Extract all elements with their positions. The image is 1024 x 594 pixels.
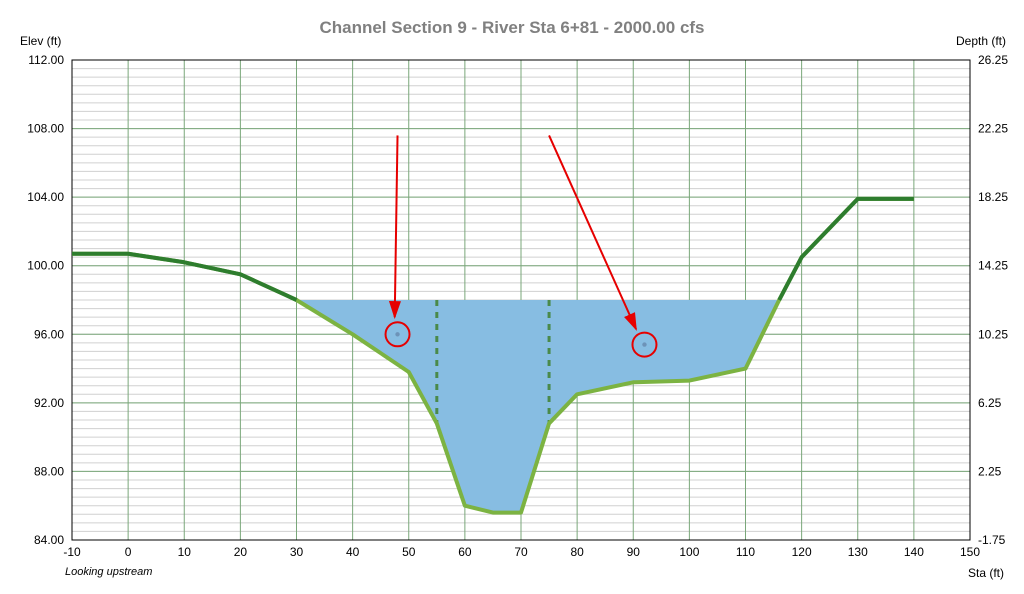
svg-text:18.25: 18.25 xyxy=(978,190,1008,204)
svg-text:26.25: 26.25 xyxy=(978,53,1008,67)
svg-text:20: 20 xyxy=(234,545,248,559)
svg-text:90: 90 xyxy=(627,545,641,559)
svg-text:50: 50 xyxy=(402,545,416,559)
svg-text:22.25: 22.25 xyxy=(978,122,1008,136)
svg-text:70: 70 xyxy=(514,545,528,559)
svg-text:100: 100 xyxy=(679,545,699,559)
svg-text:80: 80 xyxy=(570,545,584,559)
svg-text:104.00: 104.00 xyxy=(27,190,64,204)
plot-svg: -10 0 10 20 30 40 50 60 70 80 90 100 110 120 130 140 150… xyxy=(10,10,1014,584)
svg-text:0: 0 xyxy=(125,545,132,559)
svg-text:40: 40 xyxy=(346,545,360,559)
svg-text:14.25: 14.25 xyxy=(978,259,1008,273)
svg-text:-1.75: -1.75 xyxy=(978,533,1006,547)
svg-text:112.00: 112.00 xyxy=(28,53,64,67)
svg-text:120: 120 xyxy=(792,545,812,559)
svg-text:96.00: 96.00 xyxy=(34,327,64,341)
svg-text:140: 140 xyxy=(904,545,924,559)
svg-text:60: 60 xyxy=(458,545,472,559)
svg-text:30: 30 xyxy=(290,545,304,559)
svg-text:84.00: 84.00 xyxy=(34,533,64,547)
svg-text:10: 10 xyxy=(178,545,192,559)
svg-text:110: 110 xyxy=(736,545,755,559)
svg-text:2.25: 2.25 xyxy=(978,464,1002,478)
svg-text:100.00: 100.00 xyxy=(27,259,64,273)
svg-text:88.00: 88.00 xyxy=(34,464,64,478)
svg-text:10.25: 10.25 xyxy=(978,327,1008,341)
svg-text:92.00: 92.00 xyxy=(34,396,64,410)
svg-text:6.25: 6.25 xyxy=(978,396,1002,410)
svg-text:-10: -10 xyxy=(63,545,81,559)
cross-section-chart: Channel Section 9 - River Sta 6+81 - 200… xyxy=(10,10,1014,584)
svg-text:130: 130 xyxy=(848,545,868,559)
svg-text:150: 150 xyxy=(960,545,980,559)
svg-text:108.00: 108.00 xyxy=(27,122,64,136)
